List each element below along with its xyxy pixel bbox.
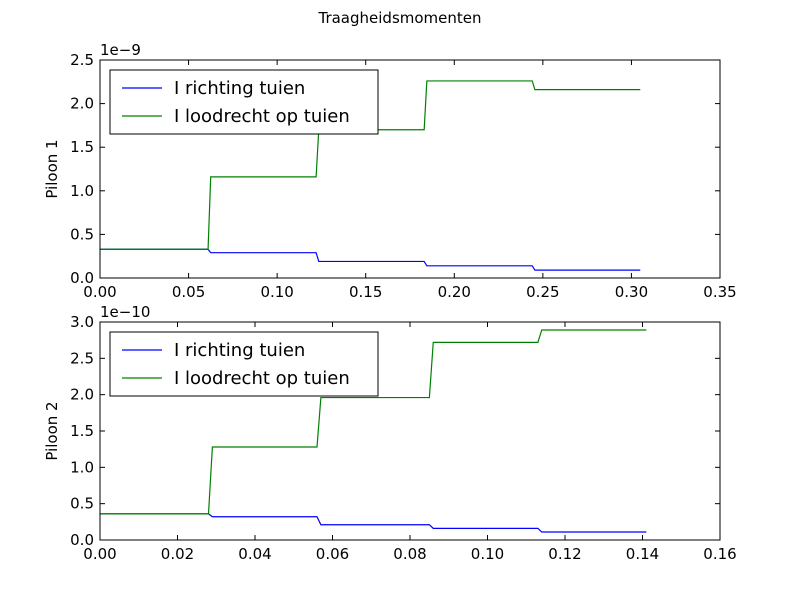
- y-tick-label: 0.0: [70, 269, 94, 287]
- x-tick-label: 0.10: [260, 283, 293, 301]
- y-axis-label: Piloon 2: [43, 401, 61, 460]
- subplot-piloon-2: 0.00 0.02 0.04 0.06 0.08 0.10 0.12 0.14 0.16 0.0 0…: [43, 303, 737, 563]
- subplot-piloon-1: 0.00 0.05 0.10 0.15 0.20 0.25 0.30 0.35 0.0 0.5 1.…: [43, 41, 737, 301]
- y-axis-label: Piloon 1: [43, 139, 61, 198]
- y-tick-label: 2.5: [70, 51, 94, 69]
- x-tick-label: 0.05: [172, 283, 205, 301]
- y-tick-label: 2.0: [70, 95, 94, 113]
- series-line-richting: [100, 513, 647, 533]
- x-tick-label: 0.30: [615, 283, 648, 301]
- y-tick-label: 1.5: [70, 138, 94, 156]
- x-tick-label: 0.06: [316, 545, 349, 563]
- x-tick-label: 0.20: [438, 283, 471, 301]
- legend-label: I richting tuien: [174, 78, 305, 99]
- y-tick-label: 1.0: [70, 458, 94, 476]
- legend-label: I richting tuien: [174, 340, 305, 361]
- legend-label: I loodrecht op tuien: [174, 368, 350, 389]
- x-tick-label: 0.00: [83, 283, 116, 301]
- x-tick-label: 0.25: [526, 283, 559, 301]
- y-tick-label: 1.0: [70, 182, 94, 200]
- legend: [109, 69, 379, 135]
- x-tick-label: 0.02: [161, 545, 194, 563]
- y-tick-label: 0.5: [70, 225, 94, 243]
- x-tick-label: 0.35: [703, 283, 736, 301]
- x-tick-label: 0.10: [471, 545, 504, 563]
- y-tick-label: 2.0: [70, 386, 94, 404]
- y-tick-label: 1.5: [70, 422, 94, 440]
- legend: [109, 331, 379, 397]
- axes-frame: [99, 59, 721, 279]
- x-tick-label: 0.16: [703, 545, 736, 563]
- axis-offset-text: 1e−10: [100, 303, 150, 321]
- x-tick-label: 0.08: [393, 545, 426, 563]
- legend-label: I loodrecht op tuien: [174, 106, 350, 127]
- figure-title: Traagheidsmomenten: [317, 9, 481, 27]
- x-tick-label: 0.15: [349, 283, 382, 301]
- y-tick-label: 3.0: [70, 313, 94, 331]
- axis-offset-text: 1e−9: [100, 41, 141, 59]
- series-line-loodrecht: [100, 329, 647, 515]
- x-tick-label: 0.12: [548, 545, 581, 563]
- y-tick-label: 0.5: [70, 495, 94, 513]
- y-tick-label: 2.5: [70, 349, 94, 367]
- series-line-richting: [100, 248, 641, 271]
- x-tick-label: 0.04: [238, 545, 271, 563]
- x-tick-label: 0.00: [83, 545, 116, 563]
- y-tick-label: 0.0: [70, 531, 94, 549]
- x-tick-label: 0.14: [626, 545, 659, 563]
